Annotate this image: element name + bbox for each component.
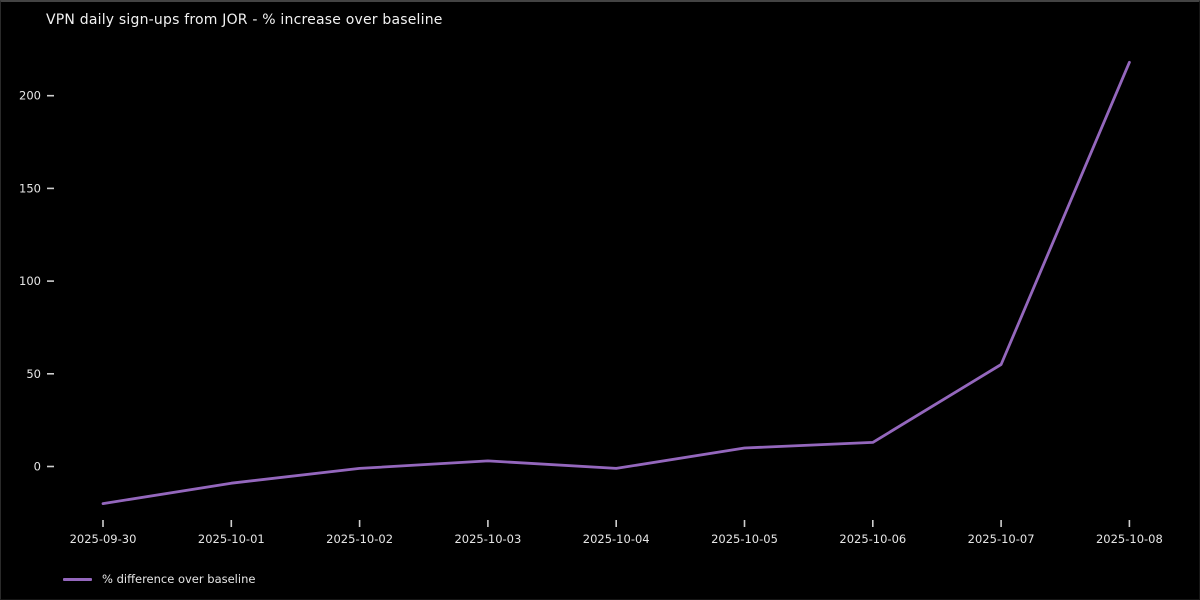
legend: % difference over baseline bbox=[63, 572, 255, 586]
x-axis-tick-label: 2025-10-01 bbox=[198, 532, 265, 546]
y-axis-tick-label: 50 bbox=[26, 367, 41, 381]
y-axis-tick-label: 150 bbox=[19, 181, 41, 195]
data-line-series bbox=[101, 60, 1131, 506]
x-axis-tick-label: 2025-10-04 bbox=[583, 532, 650, 546]
y-axis-tick-label: 0 bbox=[34, 460, 41, 474]
x-axis-tick-label: 2025-10-05 bbox=[711, 532, 778, 546]
x-axis-tick-label: 2025-10-08 bbox=[1096, 532, 1163, 546]
y-axis-tick-label: 100 bbox=[19, 274, 41, 288]
y-axis-tick-label: 200 bbox=[19, 89, 41, 103]
chart-title: VPN daily sign-ups from JOR - % increase… bbox=[46, 12, 443, 28]
x-axis-tick-label: 2025-09-30 bbox=[70, 532, 137, 546]
legend-label: % difference over baseline bbox=[102, 572, 256, 586]
x-axis-tick-label: 2025-10-02 bbox=[326, 532, 393, 546]
x-axis-tick-label: 2025-10-06 bbox=[839, 532, 906, 546]
x-axis-tick-label: 2025-10-07 bbox=[968, 532, 1035, 546]
legend-line-swatch-icon bbox=[63, 577, 92, 581]
x-axis-tick-label: 2025-10-03 bbox=[454, 532, 521, 546]
